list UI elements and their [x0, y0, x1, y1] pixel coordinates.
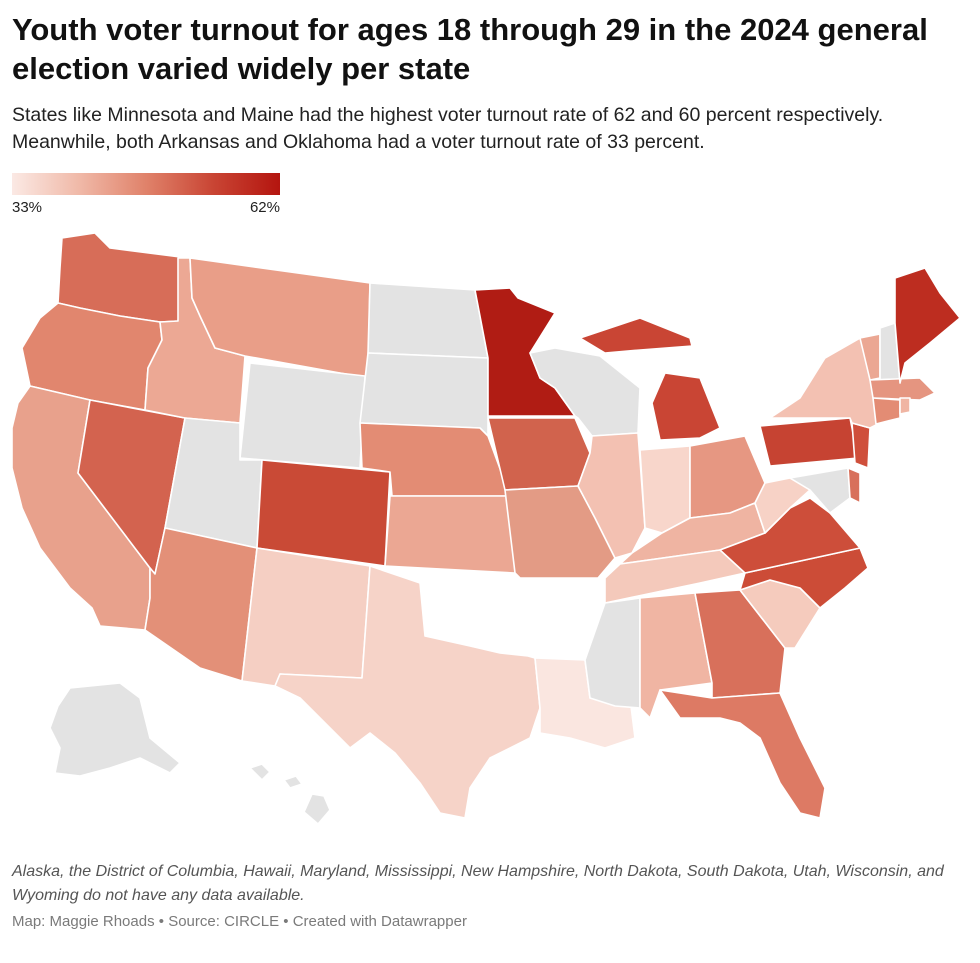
legend-gradient-bar — [12, 173, 280, 195]
state-delaware[interactable] — [847, 467, 861, 504]
legend-labels: 33% 62% — [12, 199, 280, 219]
state-north-dakota[interactable] — [367, 282, 489, 359]
state-north-carolina[interactable] — [739, 547, 869, 609]
state-rhode-island[interactable] — [899, 397, 911, 415]
us-choropleth-map — [0, 228, 980, 848]
credit-line: Map: Maggie Rhoads • Source: CIRCLE • Cr… — [12, 913, 467, 930]
state-connecticut[interactable] — [872, 397, 901, 425]
state-new-mexico[interactable] — [241, 547, 371, 687]
map-title: Youth voter turnout for ages 18 through … — [12, 12, 928, 86]
state-massachusetts[interactable] — [869, 377, 936, 401]
state-iowa[interactable] — [487, 417, 591, 491]
credit-separator: • — [158, 913, 165, 930]
map-subtitle: States like Minnesota and Maine had the … — [12, 104, 884, 153]
state-colorado[interactable] — [256, 459, 391, 567]
state-arizona[interactable] — [144, 527, 258, 682]
state-oklahoma[interactable] — [370, 566, 528, 656]
color-legend: 33% 62% — [12, 173, 280, 219]
state-pennsylvania[interactable] — [759, 417, 859, 467]
state-arkansas[interactable] — [520, 578, 605, 660]
credit-separator: • — [283, 913, 289, 930]
credit-source: Source: CIRCLE — [168, 913, 280, 930]
credit-author: Map: Maggie Rhoads — [12, 913, 155, 930]
state-maine[interactable] — [894, 267, 961, 384]
state-kansas[interactable] — [384, 495, 516, 574]
state-maryland[interactable] — [789, 467, 851, 514]
credit-tool: Created with Datawrapper — [292, 913, 467, 930]
legend-max-label: 62% — [249, 199, 280, 216]
state-michigan-upper[interactable] — [579, 317, 693, 354]
state-texas[interactable] — [274, 565, 541, 819]
no-data-note: Alaska, the District of Columbia, Hawaii… — [12, 863, 944, 904]
state-new-jersey[interactable] — [851, 422, 871, 469]
state-wisconsin[interactable] — [529, 347, 641, 437]
state-alaska[interactable] — [49, 682, 181, 777]
state-indiana[interactable] — [639, 445, 691, 534]
state-michigan-lower[interactable] — [651, 372, 721, 441]
state-hawaii[interactable] — [249, 763, 331, 825]
legend-min-label: 33% — [12, 199, 43, 216]
state-wyoming[interactable] — [239, 362, 366, 469]
state-florida[interactable] — [659, 689, 826, 819]
